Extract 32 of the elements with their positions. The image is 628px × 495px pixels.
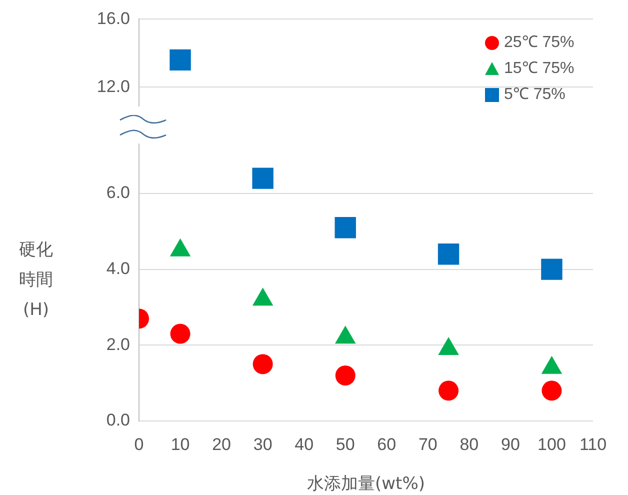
point bbox=[541, 258, 562, 280]
point bbox=[252, 168, 274, 189]
y-tick-label: 16.0 bbox=[96, 8, 130, 28]
y-tick-label: 4.0 bbox=[106, 259, 130, 278]
point bbox=[438, 244, 460, 265]
x-tick-label: 30 bbox=[253, 434, 272, 454]
y-axis-title: 硬化時間(H) bbox=[18, 239, 54, 322]
point bbox=[335, 366, 356, 386]
point bbox=[170, 324, 190, 344]
y-tick-label: 12.0 bbox=[96, 76, 130, 96]
point bbox=[334, 217, 356, 238]
x-tick-label: 100 bbox=[538, 434, 566, 454]
legend-label: 5℃ 75% bbox=[504, 85, 566, 105]
y-tick-label: 2.0 bbox=[106, 334, 130, 354]
point bbox=[438, 380, 459, 401]
x-tick-label: 110 bbox=[579, 434, 607, 454]
x-tick-label: 90 bbox=[500, 434, 520, 454]
x-tick-label: 70 bbox=[418, 434, 438, 454]
legend-label: 25℃ 75% bbox=[504, 33, 574, 53]
point bbox=[542, 380, 562, 401]
x-tick-label: 10 bbox=[170, 434, 190, 454]
x-tick-label: 60 bbox=[377, 434, 396, 454]
y-tick-label: 0.0 bbox=[106, 410, 130, 430]
x-axis-title: 水添加量(wt%) bbox=[307, 474, 425, 494]
y-tick-label: 6.0 bbox=[106, 183, 130, 202]
x-tick-label: 0 bbox=[134, 434, 144, 454]
legend-label: 15℃ 75% bbox=[504, 59, 574, 79]
x-tick-label: 80 bbox=[460, 434, 479, 454]
x-tick-label: 50 bbox=[336, 434, 355, 454]
point bbox=[252, 354, 273, 374]
x-tick-label: 40 bbox=[294, 434, 314, 454]
x-tick-label: 20 bbox=[212, 434, 232, 454]
